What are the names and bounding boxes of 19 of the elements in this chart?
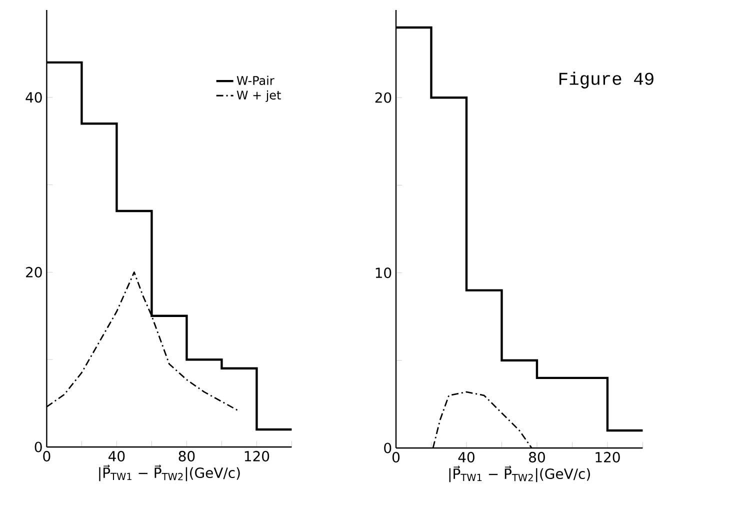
y-tick-label: 0 xyxy=(34,442,42,452)
y-tick-label: 10 xyxy=(376,268,392,278)
x-axis-title: |P⃗$_{TW1}$ − P⃗$_{TW2}$|(GeV/c) xyxy=(449,466,590,482)
x-tick-label: 80 xyxy=(178,450,195,462)
annotation: Figure 49 xyxy=(560,72,654,88)
x-tick-label: 120 xyxy=(596,452,620,462)
x-tick-label: 40 xyxy=(108,450,125,462)
y-tick-label: 40 xyxy=(26,92,42,103)
legend-label: W + jet xyxy=(236,90,281,102)
x-tick-label: 80 xyxy=(529,452,545,462)
y-tick-label: 20 xyxy=(375,92,392,103)
legend-label: W-Pair xyxy=(236,76,274,86)
y-tick-label: 0 xyxy=(384,442,392,454)
x-tick-label: 0 xyxy=(392,452,400,462)
x-tick-label: 0 xyxy=(43,450,50,462)
x-tick-label: 120 xyxy=(244,450,270,462)
x-tick-label: 40 xyxy=(458,452,474,462)
x-axis-title: |P⃗$_{TW1}$ − P⃗$_{TW2}$|(GeV/c) xyxy=(99,464,240,482)
y-tick-label: 20 xyxy=(26,266,42,278)
